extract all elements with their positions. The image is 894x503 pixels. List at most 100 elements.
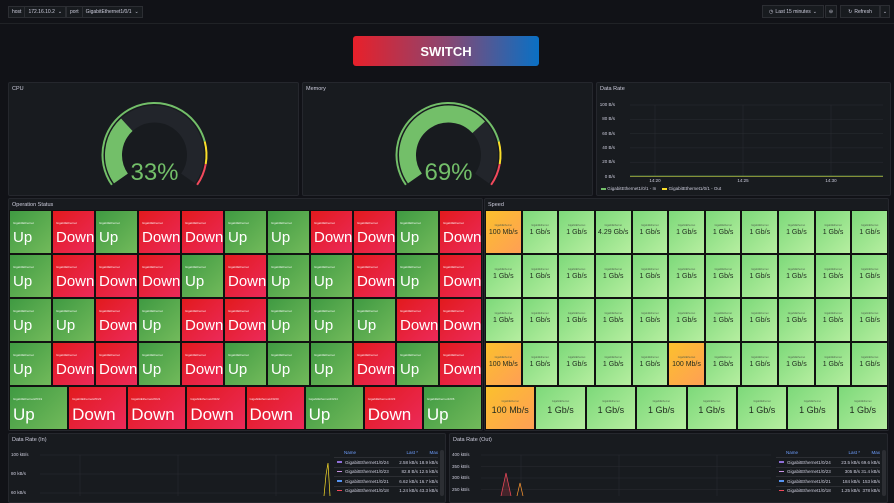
sort-last-header[interactable]: Last * (848, 450, 860, 455)
interface-speed-tile[interactable]: GigabitEthernet 1 Gb/s (704, 254, 742, 298)
refresh-button[interactable]: ↻ Refresh (840, 5, 880, 18)
interface-speed-tile[interactable]: GigabitEthernet 1 Gb/s (594, 342, 632, 386)
sort-name-header[interactable]: Name (344, 450, 357, 455)
port-select[interactable]: GigabitEthernet1/0/1 (85, 9, 132, 15)
interface-status-tile[interactable]: GigabitEthernet Up (396, 254, 439, 298)
interface-status-tile[interactable]: GigabitEthernet Up (52, 298, 95, 342)
legend-row[interactable]: GigabitEthernet1/0/24 2.58 kB/s 18.9 kB/s (334, 457, 438, 466)
interface-speed-tile[interactable]: GigabitEthernet 4.29 Gb/s (594, 210, 632, 254)
zoom-out-button[interactable]: ⊖ (825, 5, 837, 18)
sort-max-header[interactable]: Max (429, 450, 438, 455)
interface-status-tile[interactable]: GigabitEthernet Up (396, 210, 439, 254)
interface-status-tile[interactable]: GigabitEthernet1/0/6 Up (422, 386, 482, 430)
interface-status-tile[interactable]: GigabitEthernet Up (267, 298, 310, 342)
interface-status-tile[interactable]: GigabitEthernet Down (95, 342, 138, 386)
interface-status-tile[interactable]: GigabitEthernet Up (310, 342, 353, 386)
interface-status-tile[interactable]: GigabitEthernet1/0/3 Down (363, 386, 423, 430)
interface-speed-tile[interactable]: GigabitEthernet 1 Gb/s (485, 298, 522, 342)
interface-speed-tile[interactable]: GigabitEthernet 1 Gb/s (631, 298, 669, 342)
interface-speed-tile[interactable]: GigabitEthernet 1 Gb/s (558, 210, 595, 254)
interface-status-tile[interactable]: GigabitEthernet Down (224, 298, 267, 342)
sort-max-header[interactable]: Max (871, 450, 880, 455)
interface-status-tile[interactable]: GigabitEthernet Up (138, 298, 181, 342)
interface-speed-tile[interactable]: GigabitEthernet 100 Mb/s (485, 386, 536, 430)
interface-status-tile[interactable]: GigabitEthernet2/0/23 Down (68, 386, 128, 430)
interface-speed-tile[interactable]: GigabitEthernet 1 Gb/s (741, 342, 779, 386)
interface-speed-tile[interactable]: GigabitEthernet 100 Mb/s (668, 342, 705, 386)
interface-speed-tile[interactable]: GigabitEthernet 1 Gb/s (636, 386, 687, 430)
interface-status-tile[interactable]: GigabitEthernet Down (52, 254, 95, 298)
interface-status-tile[interactable]: GigabitEthernet Down (353, 210, 396, 254)
interface-status-tile[interactable]: GigabitEthernet Down (181, 210, 224, 254)
interface-speed-tile[interactable]: GigabitEthernet 1 Gb/s (778, 342, 815, 386)
interface-status-tile[interactable]: GigabitEthernet Down (439, 210, 482, 254)
interface-speed-tile[interactable]: GigabitEthernet 1 Gb/s (521, 254, 559, 298)
interface-speed-tile[interactable]: GigabitEthernet 100 Mb/s (485, 210, 522, 254)
legend-row[interactable]: GigabitEthernet1/0/21 184 kB/s 153 kB/s (776, 476, 880, 485)
legend-item-out[interactable]: GigabitEthernet1/0/1 - Out (662, 186, 721, 191)
sort-name-header[interactable]: Name (786, 450, 799, 455)
interface-status-tile[interactable]: GigabitEthernet Up (181, 254, 224, 298)
interface-status-tile[interactable]: GigabitEthernet Up (138, 342, 181, 386)
refresh-interval-dropdown[interactable]: ⌄ (880, 5, 890, 18)
interface-speed-tile[interactable]: GigabitEthernet 1 Gb/s (558, 254, 595, 298)
legend-scrollbar[interactable] (440, 450, 444, 496)
interface-status-tile[interactable]: GigabitEthernet Up (353, 298, 396, 342)
interface-speed-tile[interactable]: GigabitEthernet 1 Gb/s (704, 210, 742, 254)
interface-status-tile[interactable]: GigabitEthernet Down (95, 298, 138, 342)
interface-speed-tile[interactable]: GigabitEthernet 1 Gb/s (686, 386, 737, 430)
interface-speed-tile[interactable]: GigabitEthernet 1 Gb/s (668, 210, 705, 254)
legend-row[interactable]: GigabitEthernet1/0/21 6.62 kB/s 16.7 kB/s (334, 476, 438, 485)
interface-speed-tile[interactable]: GigabitEthernet 1 Gb/s (741, 210, 779, 254)
interface-speed-tile[interactable]: GigabitEthernet 1 Gb/s (535, 386, 586, 430)
legend-row[interactable]: GigabitEthernet1/0/18 1.24 kB/s 43.3 kB/s (334, 485, 438, 495)
interface-speed-tile[interactable]: GigabitEthernet 1 Gb/s (585, 386, 637, 430)
interface-speed-tile[interactable]: GigabitEthernet 1 Gb/s (814, 298, 852, 342)
legend-row[interactable]: GigabitEthernet1/0/23 82.8 B/s 12.5 kB/s (334, 466, 438, 476)
port-variable[interactable]: port GigabitEthernet1/0/1 ⌄ (66, 6, 143, 18)
interface-speed-tile[interactable]: GigabitEthernet 1 Gb/s (814, 254, 852, 298)
interface-status-tile[interactable]: GigabitEthernet Down (439, 298, 482, 342)
interface-speed-tile[interactable]: GigabitEthernet 1 Gb/s (594, 254, 632, 298)
interface-status-tile[interactable]: GigabitEthernet2/0/20 Down (245, 386, 305, 430)
interface-speed-tile[interactable]: GigabitEthernet 1 Gb/s (631, 254, 669, 298)
interface-speed-tile[interactable]: GigabitEthernet 1 Gb/s (668, 298, 705, 342)
interface-speed-tile[interactable]: GigabitEthernet 1 Gb/s (521, 298, 559, 342)
interface-speed-tile[interactable]: GigabitEthernet 1 Gb/s (814, 342, 852, 386)
legend-scrollbar[interactable] (882, 450, 886, 496)
interface-speed-tile[interactable]: GigabitEthernet 1 Gb/s (704, 298, 742, 342)
interface-status-tile[interactable]: GigabitEthernet Down (181, 342, 224, 386)
interface-status-tile[interactable]: GigabitEthernet Up (9, 342, 52, 386)
interface-status-tile[interactable]: GigabitEthernet Up (224, 210, 267, 254)
interface-status-tile[interactable]: GigabitEthernet Down (396, 298, 439, 342)
interface-status-tile[interactable]: GigabitEthernet Up (310, 298, 353, 342)
interface-status-tile[interactable]: GigabitEthernet Down (52, 342, 95, 386)
interface-status-tile[interactable]: GigabitEthernet Down (353, 254, 396, 298)
host-variable[interactable]: host 172.16.10.2 ⌄ (8, 6, 67, 18)
interface-status-tile[interactable]: GigabitEthernet Up (9, 254, 52, 298)
interface-speed-tile[interactable]: GigabitEthernet 1 Gb/s (485, 254, 522, 298)
legend-row[interactable]: GigabitEthernet1/0/24 23.5 kB/s 69.6 kB/s (776, 457, 880, 466)
interface-speed-tile[interactable]: GigabitEthernet 1 Gb/s (558, 342, 595, 386)
interface-status-tile[interactable]: GigabitEthernet Down (310, 210, 353, 254)
interface-status-tile[interactable]: GigabitEthernet Up (9, 210, 52, 254)
interface-speed-tile[interactable]: GigabitEthernet 100 Mb/s (485, 342, 522, 386)
interface-speed-tile[interactable]: GigabitEthernet 1 Gb/s (787, 386, 838, 430)
interface-speed-tile[interactable]: GigabitEthernet 1 Gb/s (778, 298, 815, 342)
interface-speed-tile[interactable]: GigabitEthernet 1 Gb/s (741, 254, 779, 298)
interface-speed-tile[interactable]: GigabitEthernet 1 Gb/s (778, 210, 815, 254)
interface-status-tile[interactable]: GigabitEthernet Down (439, 254, 482, 298)
interface-status-tile[interactable]: GigabitEthernet2/0/24 Up (304, 386, 364, 430)
interface-status-tile[interactable]: GigabitEthernet2/0/19 Up (9, 386, 69, 430)
interface-speed-tile[interactable]: GigabitEthernet 1 Gb/s (851, 210, 888, 254)
interface-status-tile[interactable]: GigabitEthernet Up (267, 210, 310, 254)
interface-status-tile[interactable]: GigabitEthernet Down (439, 342, 482, 386)
interface-speed-tile[interactable]: GigabitEthernet 1 Gb/s (521, 342, 559, 386)
interface-speed-tile[interactable]: GigabitEthernet 1 Gb/s (778, 254, 815, 298)
interface-speed-tile[interactable]: GigabitEthernet 1 Gb/s (704, 342, 742, 386)
interface-speed-tile[interactable]: GigabitEthernet 1 Gb/s (851, 254, 888, 298)
interface-speed-tile[interactable]: GigabitEthernet 1 Gb/s (736, 386, 788, 430)
host-select[interactable]: 172.16.10.2 (28, 9, 55, 15)
interface-speed-tile[interactable]: GigabitEthernet 1 Gb/s (521, 210, 559, 254)
interface-speed-tile[interactable]: GigabitEthernet 1 Gb/s (851, 298, 888, 342)
